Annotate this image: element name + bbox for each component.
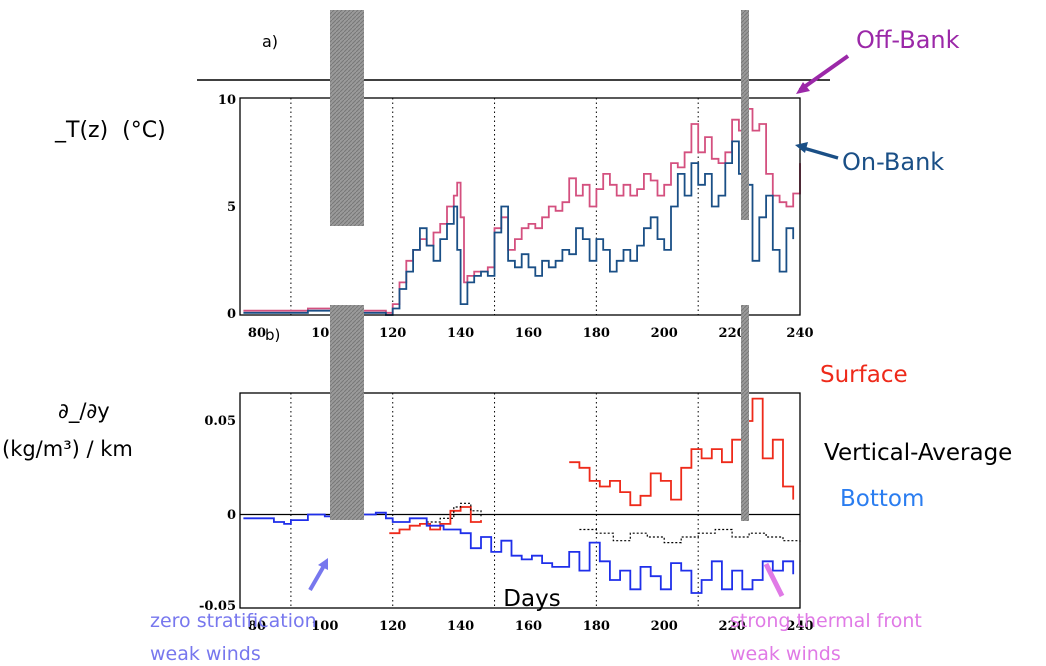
panel-b-plot: 0.05 0 -0.05 80 100 120 140 160 180 200 …	[199, 392, 814, 634]
panel-b-xtick: 240	[786, 619, 813, 634]
panel-a-series-on-bank	[243, 140, 795, 316]
panel-a-xtick: 80	[248, 326, 266, 341]
panel-b-xtick: 140	[447, 619, 474, 634]
panel-b-xlabel: Days	[503, 586, 560, 612]
panel-b-xtick: 180	[583, 619, 610, 634]
shade-zero-stratification	[330, 305, 364, 520]
panel-a-ylabel: _T(z) (°C)	[54, 118, 166, 143]
left-note-line2: weak winds	[150, 643, 261, 665]
panel-b-xtick: 80	[248, 619, 266, 634]
shade-thermal-front	[741, 10, 749, 220]
panel-a-xtick: 200	[651, 326, 678, 341]
right-note-line2: weak winds	[730, 643, 841, 665]
panel-a-ytick: 10	[218, 93, 236, 108]
panel-b-xtick: 220	[719, 619, 746, 634]
panel-a-xtick: 140	[447, 326, 474, 341]
panel-a-label: a)	[262, 32, 278, 51]
right-note-line1: strong thermal front	[730, 610, 922, 632]
left-note-line1: zero stratification	[150, 610, 317, 632]
on-bank-arrowhead	[795, 142, 808, 153]
panel-b-series-surface	[389, 397, 795, 535]
panel-a-xtick: 180	[583, 326, 610, 341]
panel-a-ytick: 0	[227, 307, 236, 322]
panel-b-y-ticks: 0.05 0 -0.05	[199, 414, 236, 614]
panel-b-xtick: 120	[379, 619, 406, 634]
panel-a-xtick: 160	[515, 326, 542, 341]
off-bank-label: Off-Bank	[856, 26, 960, 54]
panel-a-series	[243, 108, 801, 316]
panel-a-series-off-bank	[243, 108, 801, 314]
panel-a-xtick: 240	[786, 326, 813, 341]
on-bank-label: On-Bank	[842, 148, 944, 176]
panel-a-xtick: 120	[379, 326, 406, 341]
shade-zero-stratification	[330, 10, 364, 226]
panel-b-ytick: 0	[227, 508, 236, 523]
panel-b-label: b)	[265, 326, 280, 344]
panel-b-ylabel-line1: ∂_/∂y	[58, 399, 110, 424]
panel-b-series-vertical-average	[426, 502, 801, 545]
surface-label: Surface	[820, 362, 908, 388]
left-note-arrow	[308, 563, 327, 591]
panel-b-xtick: 100	[311, 619, 338, 634]
panel-b-ytick: 0.05	[204, 414, 236, 429]
panel-b-xtick: 160	[515, 619, 542, 634]
panel-b-series-bottom	[243, 511, 795, 594]
panel-a-xtick: 220	[719, 326, 746, 341]
off-bank-arrow	[798, 54, 850, 92]
panel-a-ytick: 5	[227, 200, 236, 215]
off-bank-arrowhead	[796, 82, 810, 94]
right-note-arrow	[763, 562, 785, 598]
panel-b-frame	[239, 392, 801, 609]
panel-b-x-ticks: 80 100 120 140 160 180 200 220 240	[248, 619, 814, 634]
vertical-average-label: Vertical-Average	[824, 440, 1012, 466]
panel-b-xtick: 200	[651, 619, 678, 634]
panel-b-ytick: -0.05	[199, 599, 236, 614]
panel-a-x-ticks: 80 100 120 140 160 180 200 220 240	[248, 326, 814, 341]
panel-b-ylabel-line2: (kg/m³) / km	[2, 437, 133, 461]
left-note-arrowhead	[318, 558, 328, 570]
on-bank-arrow	[799, 145, 839, 160]
panel-a-frame	[239, 97, 801, 316]
panel-a-plot: 10 5 0 80 100 120 140 160 180 200 220 24…	[218, 93, 814, 341]
panel-a-y-ticks: 10 5 0	[218, 93, 236, 322]
bottom-label: Bottom	[840, 486, 924, 512]
shade-thermal-front	[741, 305, 749, 521]
panel-b-series	[243, 397, 801, 594]
